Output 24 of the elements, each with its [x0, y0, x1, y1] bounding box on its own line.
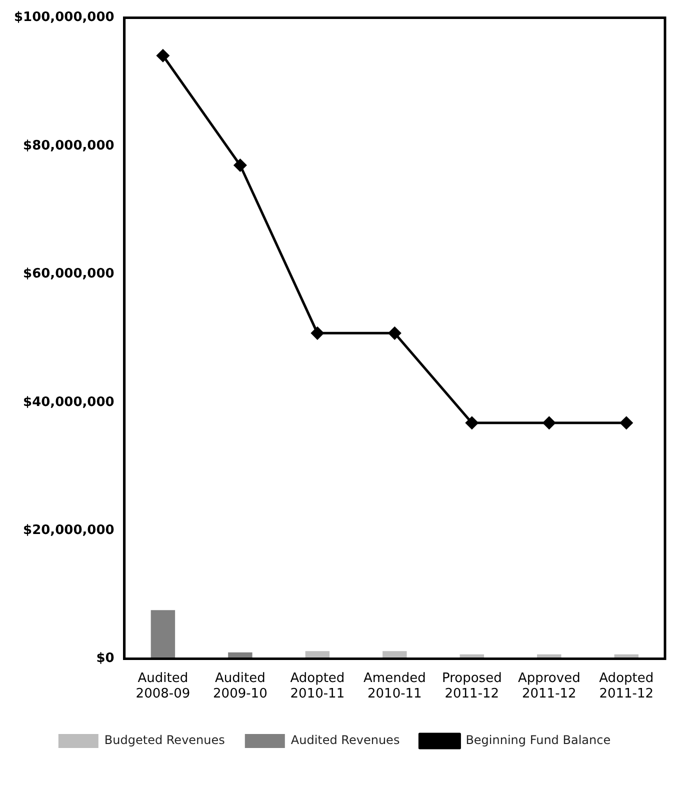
y-tick-label: $100,000,000 [14, 10, 114, 26]
point [620, 416, 633, 430]
x-tick-label: Audited 2009-10 [213, 670, 268, 702]
point [156, 49, 170, 62]
x-tick-label: Adopted 2011-12 [599, 670, 654, 702]
point [466, 416, 478, 430]
legend-label: Budgeted Revenues [104, 733, 225, 748]
x-tick-label: Adopted 2010-11 [290, 670, 345, 702]
y-tick-label: $40,000,000 [23, 394, 114, 410]
y-tick-label: $0 [96, 651, 114, 666]
legend-label: Audited Revenues [290, 733, 400, 748]
x-tick-label: Amended 2010-11 [364, 670, 426, 702]
y-tick-label: $60,000,000 [23, 266, 114, 282]
legend-label: Beginning Fund Balance [466, 733, 611, 748]
x-tick-label: Approved 2011-12 [518, 670, 580, 702]
y-tick-label: $20,000,000 [23, 522, 114, 538]
x-tick-label: Proposed 2011-12 [442, 670, 502, 702]
y-tick-label: $80,000,000 [23, 138, 114, 154]
point [388, 326, 401, 340]
bar [150, 610, 176, 659]
point [311, 326, 324, 340]
point [234, 158, 246, 172]
x-tick-label: Audited 2008-09 [136, 670, 190, 702]
point [542, 416, 556, 430]
